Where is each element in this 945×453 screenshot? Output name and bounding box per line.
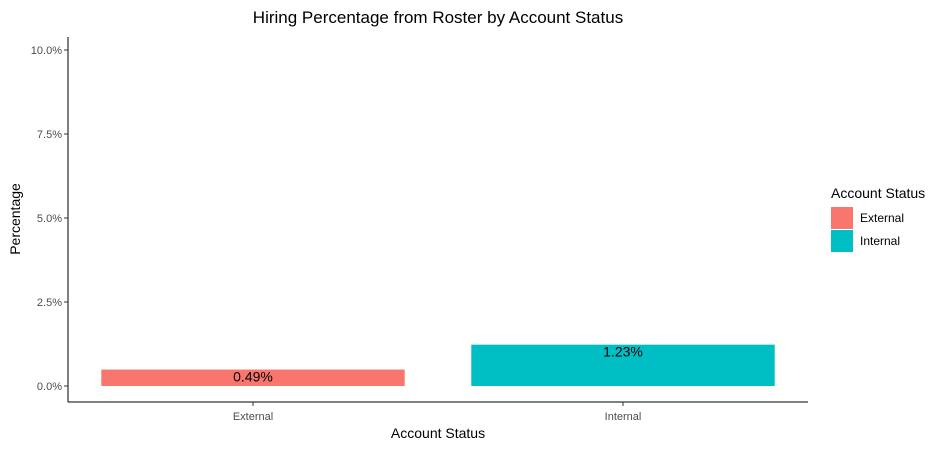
x-tick-label: Internal <box>605 411 642 423</box>
data-label-external: 0.49% <box>233 369 273 385</box>
legend: Account Status External Internal <box>831 185 925 252</box>
legend-swatch-external <box>831 207 853 229</box>
x-axis-ticks: External Internal <box>233 402 642 423</box>
y-tick-label: 2.5% <box>37 297 62 309</box>
bar-external <box>101 369 405 386</box>
legend-label-external: External <box>860 211 904 225</box>
y-tick-label: 5.0% <box>37 213 62 225</box>
x-tick-label: External <box>233 411 273 423</box>
legend-title: Account Status <box>831 185 925 201</box>
chart-title: Hiring Percentage from Roster by Account… <box>253 8 623 27</box>
legend-label-internal: Internal <box>860 234 900 248</box>
y-axis-title: Percentage <box>7 183 23 255</box>
x-axis-title: Account Status <box>391 425 485 441</box>
plot-area: 0.49% 1.23% <box>101 344 775 386</box>
data-label-internal: 1.23% <box>603 344 643 360</box>
y-axis-ticks: 0.0% 2.5% 5.0% 7.5% 10.0% <box>31 45 68 393</box>
bar-internal <box>471 344 775 386</box>
legend-swatch-internal <box>831 230 853 252</box>
y-tick-label: 7.5% <box>37 129 62 141</box>
y-tick-label: 0.0% <box>37 381 62 393</box>
y-tick-label: 10.0% <box>31 45 62 57</box>
